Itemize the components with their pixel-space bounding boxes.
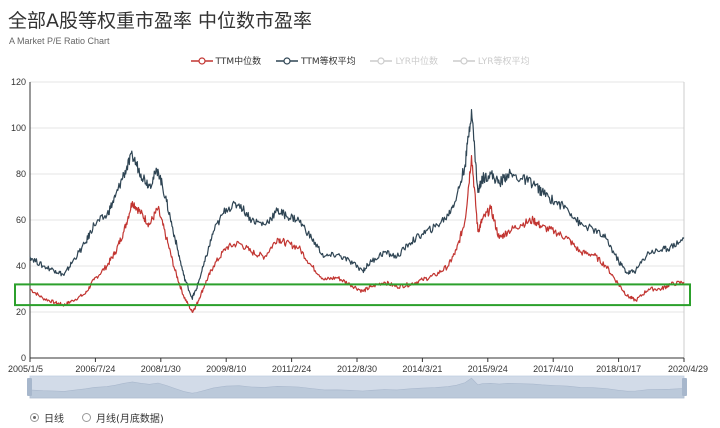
y-tick-label: 0 (21, 353, 26, 363)
y-tick-label: 80 (16, 169, 26, 179)
chart-legend: TTM中位数 TTM等权平均 LYR中位数 LYR等权平均 (0, 54, 720, 69)
x-tick-label: 2006/7/24 (75, 364, 115, 374)
x-tick-label: 2020/4/29 (668, 364, 708, 374)
pe-line-chart: 0 20 40 60 80 100 120 2005/1/5 2006/7/24 2008/1/… (8, 77, 708, 399)
x-tick-label: 2005/1/5 (8, 364, 43, 374)
x-tick-label: 2011/2/24 (272, 364, 311, 374)
legend-line-marker-icon (452, 56, 475, 65)
monthly-radio[interactable]: 月线(月底数据) (82, 410, 164, 425)
legend-label: LYR等权平均 (477, 57, 530, 67)
zoom-handle-right[interactable] (682, 378, 687, 396)
legend-item-lyr-median[interactable]: LYR中位数 (370, 54, 438, 67)
legend-line-marker-icon (190, 56, 213, 65)
x-tick-label: 2009/8/10 (206, 364, 246, 374)
x-tick-label: 2012/8/30 (337, 364, 377, 374)
highlight-box (14, 283, 691, 307)
series-lines (29, 109, 685, 313)
zoom-handle-left[interactable] (27, 378, 32, 396)
legend-label: TTM中位数 (215, 57, 262, 67)
chart-subtitle: A Market P/E Ratio Chart (9, 36, 110, 46)
x-tick-label: 2015/9/24 (468, 364, 508, 374)
legend-label: TTM等权平均 (300, 57, 356, 67)
x-axis: 2005/1/5 2006/7/24 2008/1/30 2009/8/10 2011/… (8, 357, 708, 374)
legend-line-marker-icon (370, 56, 393, 65)
zoom-selection (30, 376, 684, 398)
legend-item-ttm-median[interactable]: TTM中位数 (190, 54, 262, 67)
legend-label: LYR中位数 (395, 57, 439, 67)
x-tick-label: 2014/3/21 (402, 364, 442, 374)
chart-title: 全部A股等权重市盈率 中位数市盈率 (8, 10, 313, 32)
y-tick-label: 40 (16, 261, 26, 271)
y-tick-label: 20 (16, 307, 26, 317)
view-mode-selector: 日线 月线(月底数据) (30, 410, 164, 425)
x-tick-label: 2018/10/17 (596, 364, 641, 374)
daily-label: 日线 (44, 414, 64, 425)
monthly-label: 月线(月底数据) (96, 414, 164, 425)
y-tick-label: 60 (16, 215, 26, 225)
x-tick-label: 2017/4/10 (533, 364, 573, 374)
radio-selected-icon (30, 413, 39, 422)
series-line-ttm-median (29, 155, 685, 313)
legend-item-ttm-equal[interactable]: TTM等权平均 (275, 54, 356, 67)
daily-radio[interactable]: 日线 (30, 410, 64, 425)
highlight-band (14, 283, 691, 307)
y-tick-label: 120 (11, 77, 26, 87)
legend-item-lyr-equal[interactable]: LYR等权平均 (452, 54, 530, 67)
y-tick-label: 100 (11, 123, 26, 133)
data-zoom-slider[interactable] (27, 375, 687, 399)
y-axis: 0 20 40 60 80 100 120 (11, 77, 31, 363)
zoom-preview-area (29, 377, 685, 399)
x-tick-label: 2008/1/30 (141, 364, 181, 374)
series-line-ttm-equal (29, 109, 685, 300)
radio-unselected-icon (82, 413, 91, 422)
legend-line-marker-icon (275, 56, 298, 65)
